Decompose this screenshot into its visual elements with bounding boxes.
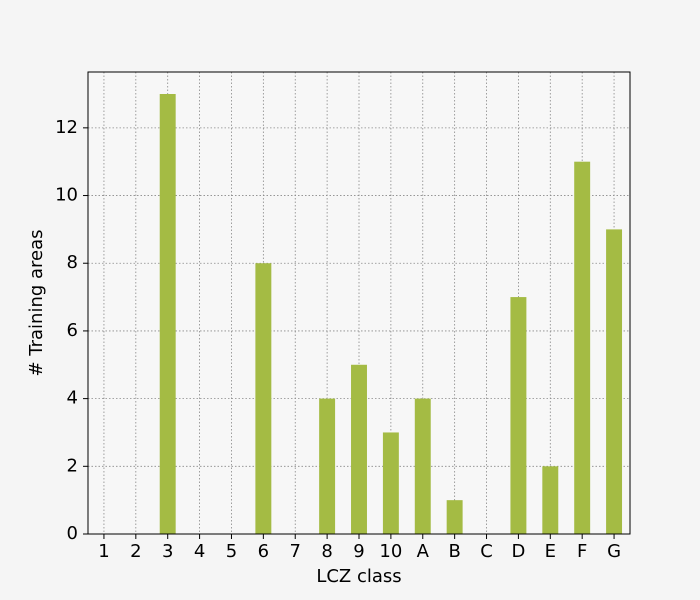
bar bbox=[351, 364, 367, 534]
y-tick-label: 4 bbox=[67, 388, 78, 409]
x-tick-label: 10 bbox=[379, 541, 402, 562]
y-tick-label: 6 bbox=[67, 320, 78, 341]
y-tick-label: 8 bbox=[67, 252, 78, 273]
bar bbox=[606, 229, 623, 534]
bar bbox=[574, 161, 591, 534]
y-tick-label: 2 bbox=[67, 455, 78, 476]
x-tick-label: D bbox=[511, 541, 525, 562]
bar bbox=[542, 466, 559, 534]
x-axis-label: LCZ class bbox=[316, 566, 401, 587]
y-axis-label: # Training areas bbox=[26, 229, 47, 376]
x-tick-label: A bbox=[417, 541, 430, 562]
bar bbox=[414, 398, 431, 534]
bar bbox=[319, 398, 336, 534]
x-tick-label: 7 bbox=[290, 541, 301, 562]
bar bbox=[382, 432, 399, 534]
x-tick-label: B bbox=[448, 541, 460, 562]
x-tick-label: 5 bbox=[226, 541, 237, 562]
x-tick-label: F bbox=[577, 541, 587, 562]
plot-frame bbox=[87, 71, 631, 535]
x-tick-label: E bbox=[545, 541, 556, 562]
x-tick-label: 2 bbox=[130, 541, 141, 562]
x-tick-label: G bbox=[607, 541, 621, 562]
bar bbox=[510, 297, 527, 534]
y-tick-label: 0 bbox=[67, 523, 78, 544]
x-tick-label: 8 bbox=[321, 541, 332, 562]
bar bbox=[446, 500, 463, 534]
y-tick-label: 12 bbox=[55, 117, 78, 138]
x-tick-label: 3 bbox=[162, 541, 173, 562]
bar bbox=[159, 94, 176, 534]
x-tick-label: C bbox=[480, 541, 493, 562]
x-tick-label: 1 bbox=[98, 541, 109, 562]
x-tick-label: 4 bbox=[194, 541, 205, 562]
y-tick-label: 10 bbox=[55, 185, 78, 206]
x-tick-label: 9 bbox=[353, 541, 364, 562]
x-tick-label: 6 bbox=[258, 541, 269, 562]
bar bbox=[255, 263, 272, 534]
